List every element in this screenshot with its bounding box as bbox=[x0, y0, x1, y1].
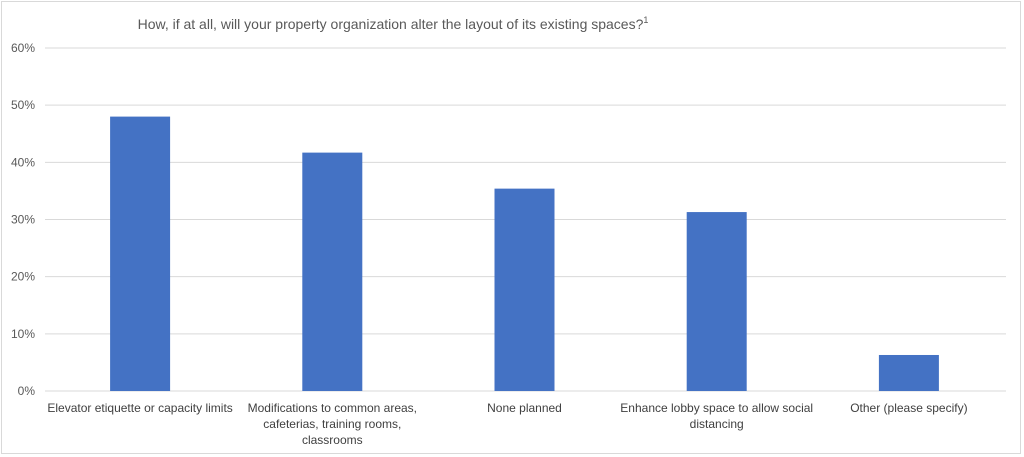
x-category-label: None planned bbox=[487, 401, 562, 415]
x-category-label: Other (please specify) bbox=[850, 401, 967, 415]
chart-title-footnote-mark: 1 bbox=[643, 15, 648, 25]
chart-title-text: How, if at all, will your property organ… bbox=[138, 16, 644, 32]
y-axis-ticks: 0% 10% 20% 30% 40% 50% 60% bbox=[11, 41, 35, 398]
y-tick-label: 60% bbox=[11, 41, 35, 55]
bar bbox=[878, 354, 939, 391]
gridlines bbox=[45, 47, 1006, 392]
y-tick-label: 20% bbox=[11, 270, 35, 284]
chart-title: How, if at all, will your property organ… bbox=[138, 15, 649, 32]
y-tick-label: 50% bbox=[11, 98, 35, 112]
x-axis-labels: Elevator etiquette or capacity limits Mod… bbox=[47, 401, 967, 447]
y-tick-label: 10% bbox=[11, 327, 35, 341]
y-tick-label: 0% bbox=[18, 384, 36, 398]
x-category-label: Elevator etiquette or capacity limits bbox=[47, 401, 232, 415]
y-tick-label: 40% bbox=[11, 155, 35, 169]
x-category-label: Enhance lobby space to allow social dista… bbox=[620, 401, 813, 431]
bar bbox=[110, 116, 171, 391]
bar bbox=[494, 188, 555, 391]
y-tick-label: 30% bbox=[11, 213, 35, 227]
bar bbox=[302, 152, 363, 391]
x-category-label: Modifications to common areas, cafeterias… bbox=[248, 401, 417, 447]
bars bbox=[110, 116, 939, 391]
bar bbox=[686, 212, 747, 391]
